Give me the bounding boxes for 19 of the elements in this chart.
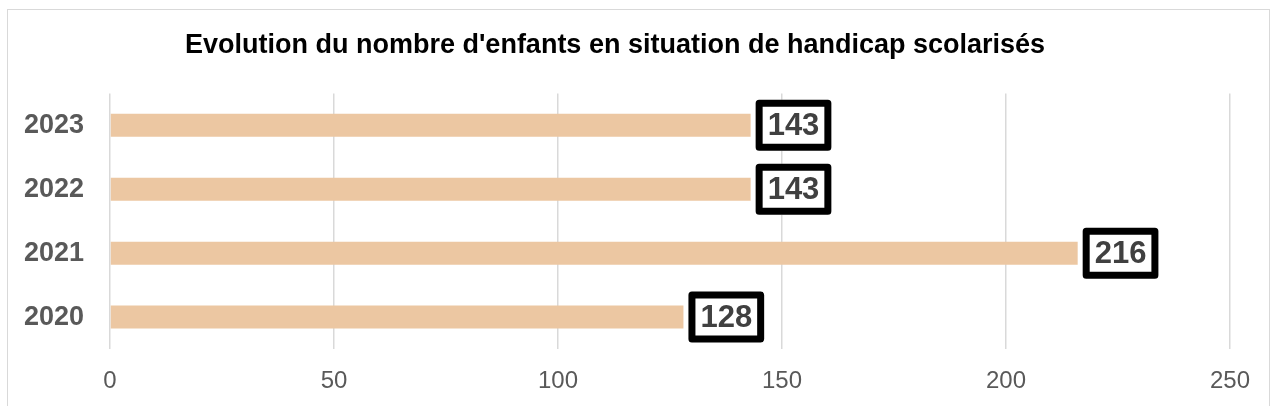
- data-label: 143: [767, 170, 820, 206]
- y-tick-label: 2020: [23, 300, 84, 331]
- x-tick-label: 100: [537, 366, 579, 394]
- data-label: 143: [767, 106, 820, 142]
- data-label: 216: [1094, 234, 1147, 270]
- y-tick-label: 2023: [23, 108, 84, 139]
- x-tick-label: 50: [320, 366, 348, 394]
- y-tick-label: 2021: [23, 236, 84, 267]
- y-tick-label: 2022: [23, 172, 84, 203]
- x-tick-label: 0: [103, 366, 117, 394]
- data-label: 128: [700, 298, 753, 334]
- chart-title: Evolution du nombre d'enfants en situation de handicap scolarisés: [184, 28, 1046, 59]
- bar: [110, 241, 1078, 265]
- bar: [110, 177, 751, 201]
- bar: [110, 113, 751, 137]
- x-tick-label: 250: [1209, 366, 1251, 394]
- x-tick-label: 150: [761, 366, 803, 394]
- x-tick-label: 200: [985, 366, 1027, 394]
- bar: [110, 305, 684, 329]
